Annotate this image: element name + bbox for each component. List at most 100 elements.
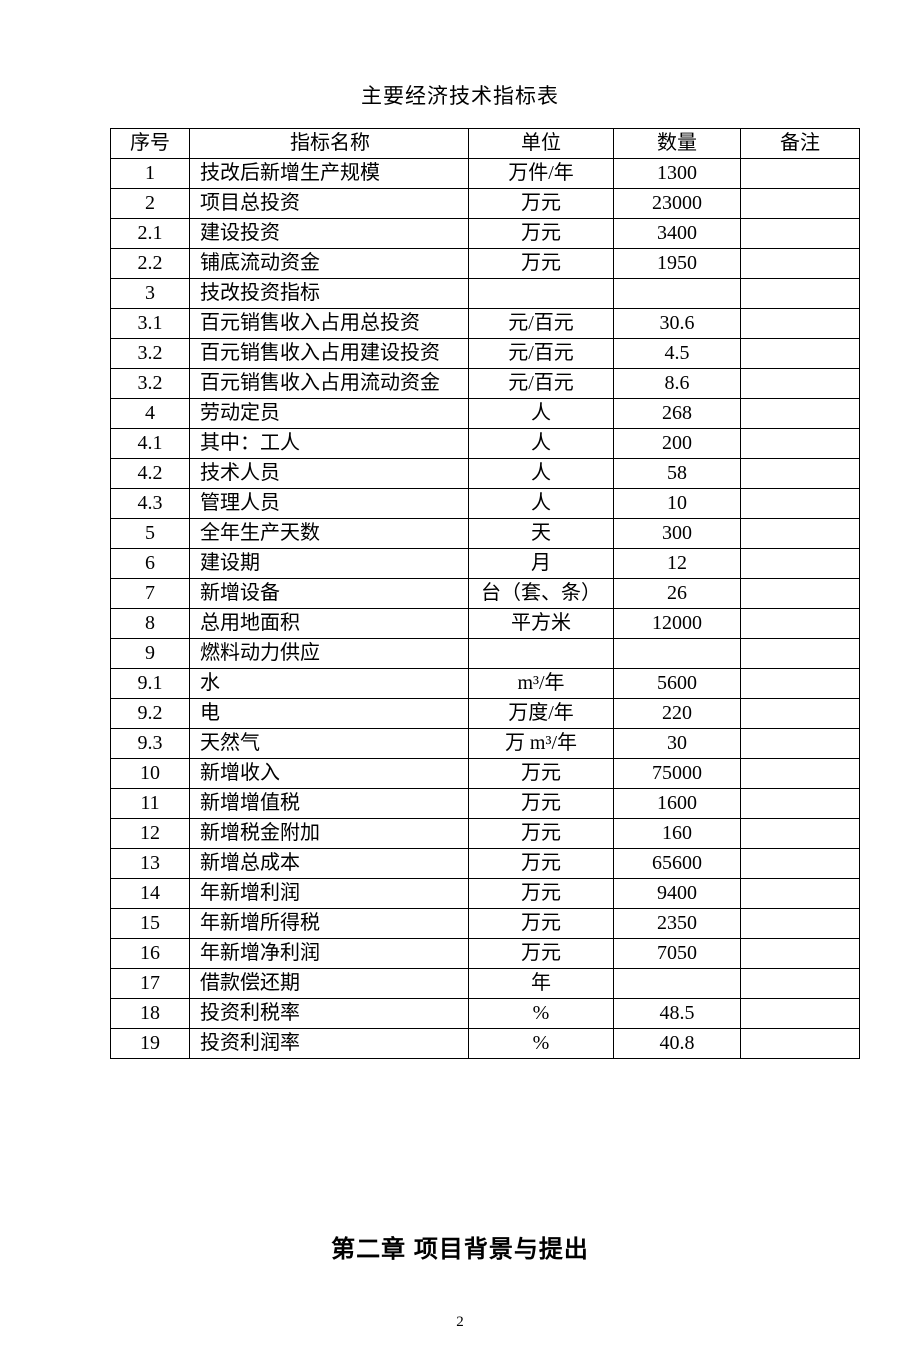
cell-name: 年新增所得税 <box>190 909 469 939</box>
table-row: 9.3天然气万 m³/年30 <box>111 729 860 759</box>
cell-unit: % <box>469 1029 614 1059</box>
cell-unit <box>469 279 614 309</box>
cell-qty: 200 <box>614 429 741 459</box>
cell-qty: 26 <box>614 579 741 609</box>
cell-note <box>741 519 860 549</box>
cell-note <box>741 969 860 999</box>
cell-unit: 元/百元 <box>469 369 614 399</box>
cell-qty: 5600 <box>614 669 741 699</box>
cell-name: 投资利润率 <box>190 1029 469 1059</box>
cell-no: 3 <box>111 279 190 309</box>
cell-note <box>741 939 860 969</box>
table-row: 9.1水m³/年5600 <box>111 669 860 699</box>
cell-qty: 23000 <box>614 189 741 219</box>
cell-unit: % <box>469 999 614 1029</box>
cell-note <box>741 759 860 789</box>
cell-name: 天然气 <box>190 729 469 759</box>
header-note: 备注 <box>741 129 860 159</box>
table-row: 4.1其中：工人人200 <box>111 429 860 459</box>
page-number: 2 <box>110 1314 810 1331</box>
table-title: 主要经济技术指标表 <box>110 80 810 110</box>
table-row: 5全年生产天数天300 <box>111 519 860 549</box>
cell-qty: 2350 <box>614 909 741 939</box>
cell-no: 16 <box>111 939 190 969</box>
table-row: 14年新增利润万元9400 <box>111 879 860 909</box>
cell-unit: 台（套、条） <box>469 579 614 609</box>
table-row: 2项目总投资万元23000 <box>111 189 860 219</box>
cell-unit: 年 <box>469 969 614 999</box>
cell-qty: 1950 <box>614 249 741 279</box>
cell-note <box>741 219 860 249</box>
cell-qty: 65600 <box>614 849 741 879</box>
table-header-row: 序号 指标名称 单位 数量 备注 <box>111 129 860 159</box>
cell-no: 12 <box>111 819 190 849</box>
cell-no: 18 <box>111 999 190 1029</box>
cell-name: 新增设备 <box>190 579 469 609</box>
cell-unit: 万元 <box>469 849 614 879</box>
cell-unit: 天 <box>469 519 614 549</box>
cell-unit: 万度/年 <box>469 699 614 729</box>
cell-note <box>741 279 860 309</box>
table-row: 3.2百元销售收入占用流动资金元/百元8.6 <box>111 369 860 399</box>
cell-qty: 1300 <box>614 159 741 189</box>
cell-qty: 75000 <box>614 759 741 789</box>
table-row: 3.1百元销售收入占用总投资元/百元30.6 <box>111 309 860 339</box>
table-row: 18投资利税率%48.5 <box>111 999 860 1029</box>
cell-note <box>741 189 860 219</box>
cell-unit: 元/百元 <box>469 309 614 339</box>
table-row: 6建设期月12 <box>111 549 860 579</box>
cell-note <box>741 639 860 669</box>
cell-note <box>741 249 860 279</box>
header-qty: 数量 <box>614 129 741 159</box>
cell-name: 全年生产天数 <box>190 519 469 549</box>
cell-name: 劳动定员 <box>190 399 469 429</box>
indicators-table: 序号 指标名称 单位 数量 备注 1技改后新增生产规模万件/年13002项目总投… <box>110 128 860 1059</box>
cell-name: 技改投资指标 <box>190 279 469 309</box>
cell-no: 2 <box>111 189 190 219</box>
cell-unit <box>469 639 614 669</box>
header-no: 序号 <box>111 129 190 159</box>
cell-name: 铺底流动资金 <box>190 249 469 279</box>
cell-name: 技术人员 <box>190 459 469 489</box>
cell-qty: 48.5 <box>614 999 741 1029</box>
cell-name: 借款偿还期 <box>190 969 469 999</box>
cell-qty: 300 <box>614 519 741 549</box>
cell-unit: 万元 <box>469 759 614 789</box>
cell-no: 9.2 <box>111 699 190 729</box>
cell-unit: 万 m³/年 <box>469 729 614 759</box>
cell-name: 项目总投资 <box>190 189 469 219</box>
cell-unit: 万元 <box>469 249 614 279</box>
cell-no: 4.3 <box>111 489 190 519</box>
cell-no: 3.2 <box>111 369 190 399</box>
cell-name: 新增增值税 <box>190 789 469 819</box>
cell-no: 3.1 <box>111 309 190 339</box>
table-row: 15年新增所得税万元2350 <box>111 909 860 939</box>
cell-no: 7 <box>111 579 190 609</box>
cell-qty: 12 <box>614 549 741 579</box>
cell-note <box>741 1029 860 1059</box>
cell-qty: 8.6 <box>614 369 741 399</box>
table-row: 4.2技术人员人58 <box>111 459 860 489</box>
cell-note <box>741 819 860 849</box>
cell-no: 5 <box>111 519 190 549</box>
cell-qty: 30 <box>614 729 741 759</box>
cell-qty: 160 <box>614 819 741 849</box>
cell-no: 4.1 <box>111 429 190 459</box>
cell-unit: 人 <box>469 429 614 459</box>
table-row: 2.1建设投资万元3400 <box>111 219 860 249</box>
table-row: 17借款偿还期年 <box>111 969 860 999</box>
table-row: 16年新增净利润万元7050 <box>111 939 860 969</box>
header-unit: 单位 <box>469 129 614 159</box>
cell-name: 新增总成本 <box>190 849 469 879</box>
cell-qty: 7050 <box>614 939 741 969</box>
cell-qty: 268 <box>614 399 741 429</box>
table-row: 3.2百元销售收入占用建设投资元/百元4.5 <box>111 339 860 369</box>
cell-name: 技改后新增生产规模 <box>190 159 469 189</box>
cell-no: 11 <box>111 789 190 819</box>
cell-qty: 220 <box>614 699 741 729</box>
cell-name: 建设期 <box>190 549 469 579</box>
table-row: 2.2铺底流动资金万元1950 <box>111 249 860 279</box>
cell-unit: 人 <box>469 489 614 519</box>
cell-note <box>741 399 860 429</box>
cell-unit: 万元 <box>469 879 614 909</box>
